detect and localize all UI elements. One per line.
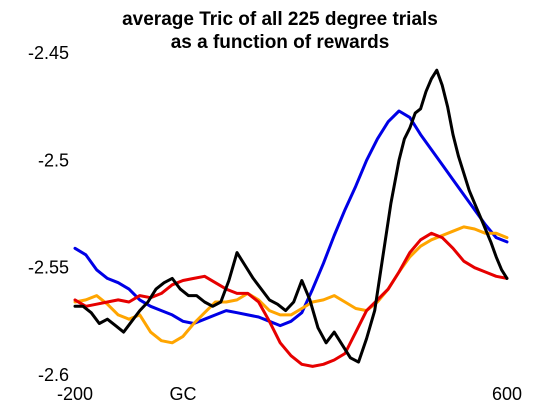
y-tick-label-4: -2.6	[38, 365, 69, 385]
series-line-4	[73, 68, 509, 364]
y-tick-label-3: -2.55	[28, 258, 69, 278]
y-tick-label-2: -2.5	[38, 150, 69, 170]
x-tick-label-3: 600	[492, 384, 522, 404]
tick-layer: -2.45 -2.5 -2.55 -2.6-200 GC 600	[28, 43, 522, 404]
x-tick-label-2: GC	[170, 384, 197, 404]
series-layer	[73, 68, 509, 368]
series-line-3	[73, 231, 509, 368]
series-line-1	[73, 109, 509, 328]
series-line-2	[73, 225, 509, 345]
y-tick-label-1: -2.45	[28, 43, 69, 63]
chart-title-line-1: average Tric of all 225 degree trials	[122, 9, 438, 30]
x-tick-label-1: -200	[57, 384, 93, 404]
chart-title-line-2: as a function of rewards	[171, 32, 390, 53]
